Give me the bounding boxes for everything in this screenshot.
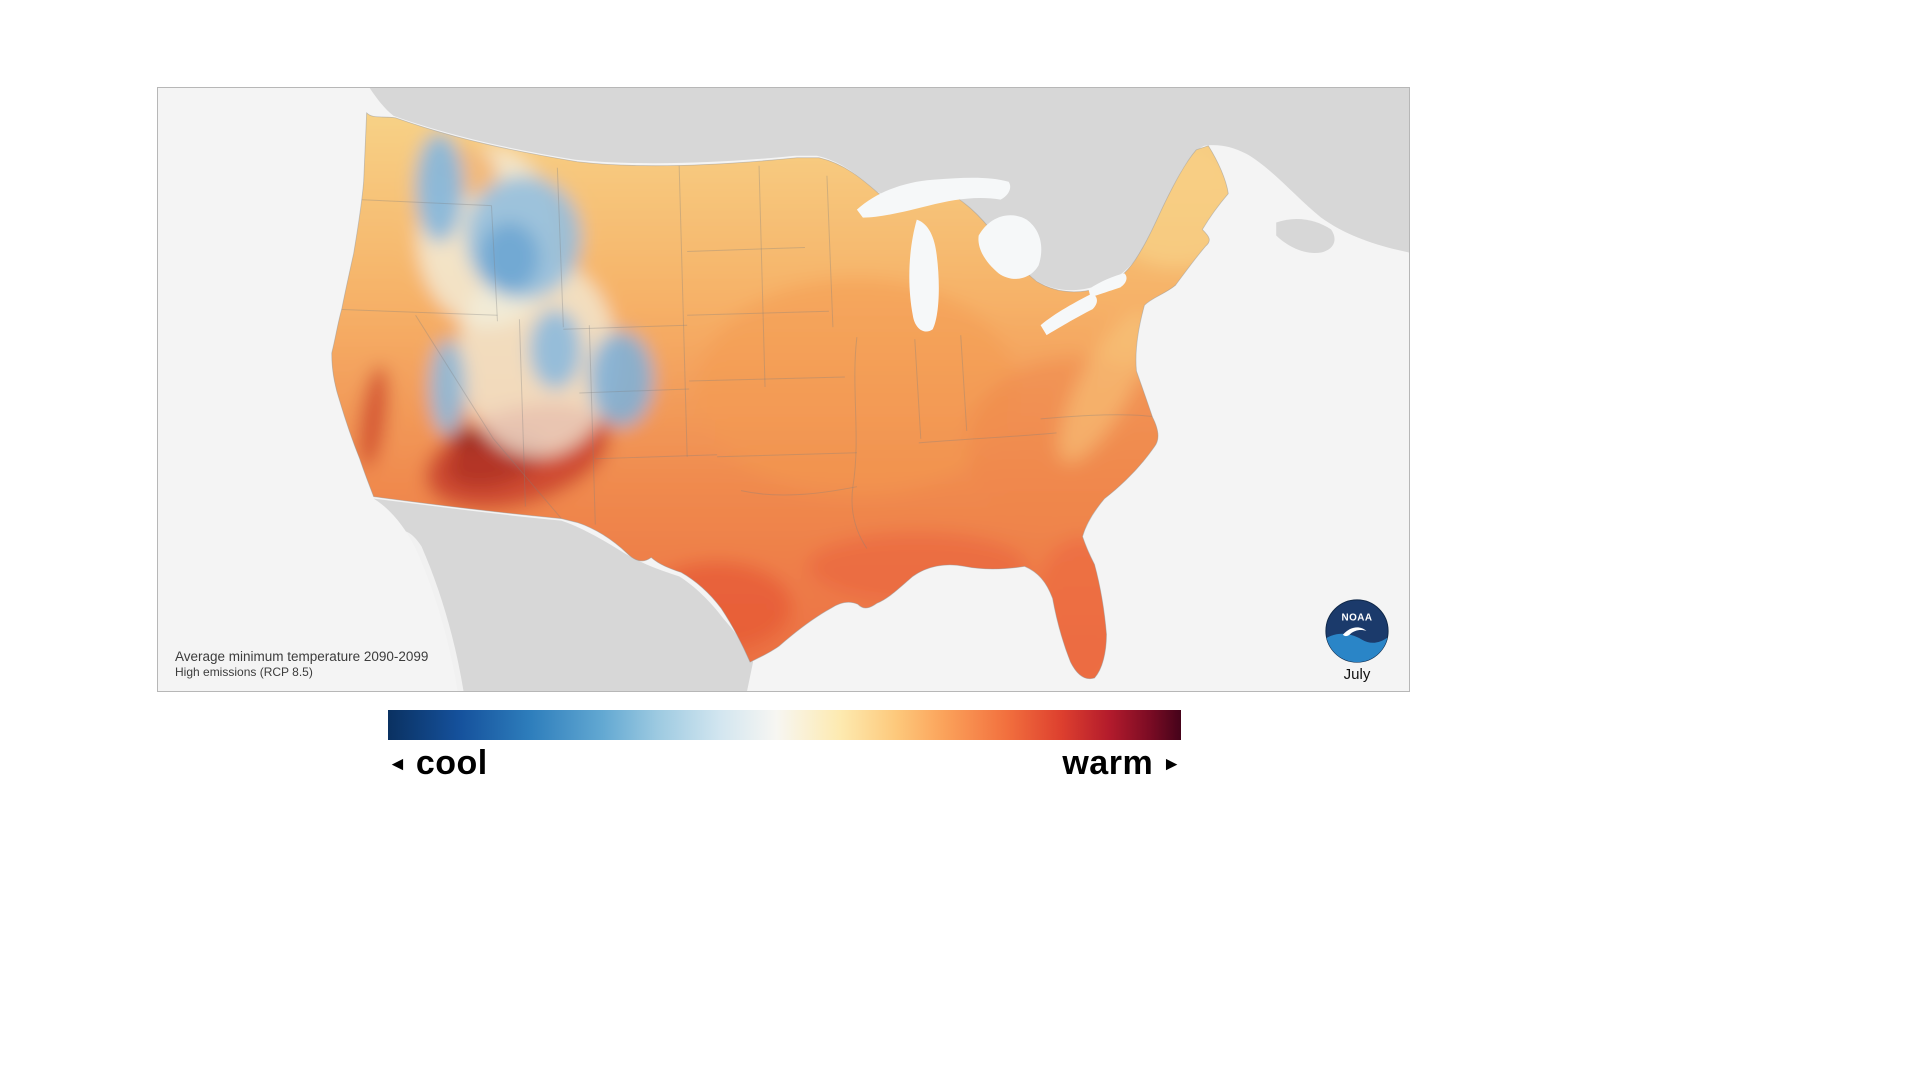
us-temperature-map — [331, 88, 1409, 691]
noaa-logo-icon: NOAA — [1325, 599, 1389, 663]
lake-superior — [856, 177, 1011, 218]
noaa-logo-text: NOAA — [1342, 613, 1373, 624]
lake-ontario — [1088, 273, 1127, 298]
colorbar: ◄ cool warm ► — [388, 710, 1181, 783]
cool-label: cool — [415, 744, 488, 782]
noaa-logo-block: NOAA July — [1324, 598, 1390, 683]
mexico-region — [373, 498, 754, 691]
canada-region — [369, 88, 1409, 291]
colorbar-labels: ◄ cool warm ► — [388, 744, 1181, 783]
great-lakes — [856, 177, 1127, 336]
map-caption-line1: Average minimum temperature 2090-2099 — [175, 648, 429, 664]
map-caption: Average minimum temperature 2090-2099 Hi… — [175, 648, 428, 681]
noaa-gull-icon — [1342, 627, 1367, 637]
lake-michigan — [909, 219, 939, 332]
warm-arrow-icon: ► — [1162, 753, 1181, 775]
warm-label: warm — [1062, 744, 1154, 782]
map-panel: Average minimum temperature 2090-2099 Hi… — [157, 87, 1410, 692]
cool-arrow-icon: ◄ — [388, 753, 407, 775]
colorbar-gradient — [388, 710, 1181, 740]
cool-side: ◄ cool — [388, 744, 488, 783]
nova-scotia-landmass — [1276, 219, 1335, 253]
us-region — [331, 112, 1229, 679]
gulf-of-california — [399, 530, 464, 691]
warm-side: warm ► — [1062, 744, 1181, 783]
map-caption-line2: High emissions (RCP 8.5) — [175, 665, 313, 680]
state-boundaries — [335, 165, 1157, 549]
lake-huron — [978, 215, 1042, 279]
month-label: July — [1343, 666, 1371, 683]
lake-erie — [1040, 293, 1097, 336]
